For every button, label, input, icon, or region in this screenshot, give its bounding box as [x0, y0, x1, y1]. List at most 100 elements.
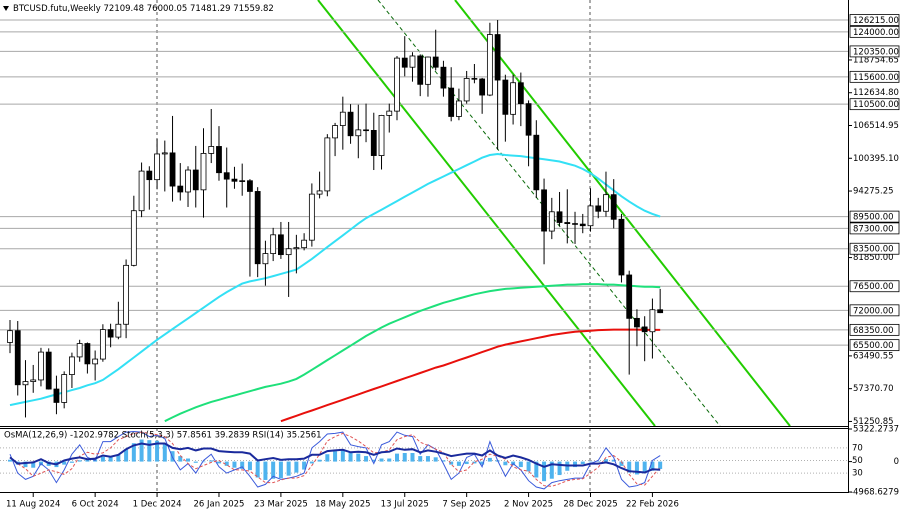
candle-body	[76, 343, 83, 358]
y2-tick-label: 70	[852, 443, 863, 453]
x-tick-label: 22 Feb 2026	[626, 500, 679, 510]
candle-body	[456, 100, 462, 117]
candle-body	[502, 79, 509, 115]
candle-body	[618, 218, 625, 276]
osma-bar	[348, 451, 353, 462]
candle-body	[239, 180, 246, 182]
osma-bar	[317, 459, 322, 462]
level-label-box	[849, 70, 900, 83]
candle-body	[355, 129, 362, 137]
osma-bar	[387, 458, 392, 462]
osma-bar	[588, 461, 593, 463]
osma-bar	[603, 459, 608, 462]
candle-body	[254, 191, 261, 265]
candle-body	[440, 66, 447, 89]
y-tick-label: 0	[894, 457, 899, 467]
osma-bar	[526, 461, 531, 472]
osma-bar	[573, 461, 578, 468]
osma-bar	[549, 461, 554, 479]
osma-bar	[371, 459, 376, 462]
oscillator-line	[9, 430, 661, 490]
oscillator-line	[9, 442, 661, 474]
candle-body	[541, 189, 547, 232]
candle-body	[208, 146, 215, 154]
y-tick-label: 112634.80	[853, 88, 899, 98]
candle-body	[641, 326, 648, 333]
level-label-box	[849, 98, 900, 111]
osma-bar	[418, 456, 423, 462]
y-tick-label: 51250.85	[853, 417, 894, 427]
osma-bar	[224, 461, 229, 466]
candle-body	[53, 388, 60, 403]
osma-bar	[340, 449, 345, 462]
indicator-panel	[0, 428, 848, 492]
candle-body	[517, 82, 524, 105]
y-tick-label: 94275.25	[853, 187, 894, 197]
y-tick-label: -4968.6279	[850, 488, 899, 498]
candle-body	[386, 110, 393, 116]
candle-body	[363, 129, 369, 132]
level-label-box	[849, 280, 900, 293]
candle-body	[626, 274, 633, 319]
osma-bar	[162, 444, 167, 462]
candle-body	[270, 234, 277, 254]
osma-bar	[642, 461, 647, 474]
level-label: 87300.00	[853, 224, 894, 234]
osma-bar	[480, 461, 485, 465]
candle-body	[99, 329, 106, 360]
channel-line	[454, 0, 791, 426]
osma-bar	[216, 461, 221, 464]
candle-body	[370, 129, 377, 156]
candle-body	[595, 205, 602, 212]
candle-body	[308, 193, 315, 241]
osma-bar	[271, 461, 276, 479]
menu-icon[interactable]	[3, 6, 9, 11]
candle-body	[634, 317, 640, 328]
osma-bar	[356, 453, 361, 462]
x-tick-label: 23 Mar 2025	[254, 500, 308, 510]
osma-bar	[8, 459, 12, 462]
x-tick-label: 7 Sep 2025	[442, 500, 490, 510]
candle-body	[231, 178, 238, 182]
candle-body	[200, 153, 207, 191]
candle-body	[324, 137, 331, 192]
osma-bar	[201, 461, 206, 463]
level-label: 68350.00	[853, 326, 894, 336]
osma-bar	[611, 459, 616, 462]
osma-bar	[627, 461, 632, 473]
osma-bar	[619, 461, 624, 466]
osma-bar	[449, 461, 454, 465]
osma-bar	[596, 460, 601, 462]
level-label-box	[849, 14, 900, 26]
candle-body	[378, 115, 385, 156]
level-label: 72000.00	[853, 306, 894, 316]
osma-bar	[325, 454, 330, 462]
candle-body	[533, 134, 540, 191]
level-label-box	[849, 242, 900, 255]
osma-bar	[263, 461, 268, 480]
candle-body	[401, 57, 408, 68]
candle-body	[84, 343, 91, 365]
osma-bar	[379, 458, 384, 462]
y2-tick-label: 30	[852, 469, 863, 479]
candle-body	[293, 247, 300, 250]
candle-body	[285, 248, 292, 256]
osma-bar	[255, 461, 260, 478]
candle-body	[69, 356, 75, 375]
osma-bar	[580, 461, 585, 465]
x-tick-label: 18 May 2025	[315, 500, 370, 510]
candle-body	[115, 323, 122, 338]
osma-bar	[302, 461, 307, 470]
osma-bar	[402, 453, 407, 462]
candle-body	[192, 169, 199, 191]
osma-bar	[69, 461, 74, 463]
osma-bar	[186, 458, 191, 462]
candle-body	[61, 374, 68, 403]
osma-bar	[433, 457, 438, 462]
candle-body	[556, 211, 563, 223]
indicator-title: OsMA(12,26,9) -1202.9782 Stoch(5,3,3) 57…	[4, 431, 322, 441]
osma-bar	[278, 461, 283, 479]
osma-bar	[147, 440, 152, 462]
osma-bar	[178, 456, 183, 462]
y-tick-label: 63490.55	[853, 351, 894, 361]
